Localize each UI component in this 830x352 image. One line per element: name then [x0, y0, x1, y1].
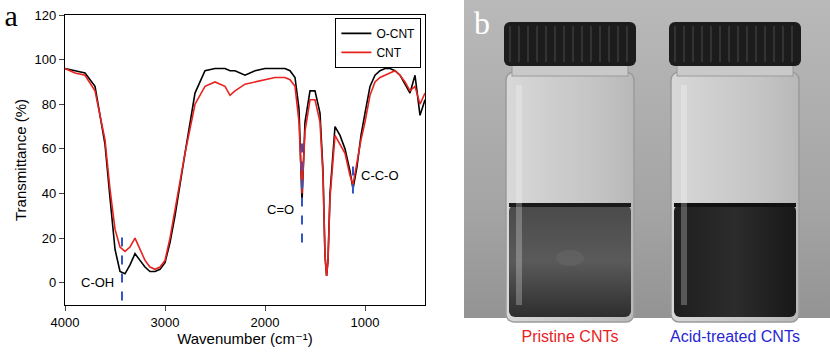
svg-text:C-OH: C-OH	[81, 275, 114, 290]
svg-text:O-CNT: O-CNT	[376, 27, 415, 41]
svg-text:a: a	[5, 0, 18, 32]
svg-text:1000: 1000	[351, 315, 380, 330]
svg-text:80: 80	[42, 97, 56, 112]
svg-text:C=O: C=O	[267, 202, 294, 217]
svg-text:Acid-treated CNTs: Acid-treated CNTs	[670, 328, 800, 345]
svg-text:20: 20	[42, 231, 56, 246]
svg-text:2000: 2000	[251, 315, 280, 330]
svg-text:0: 0	[49, 275, 56, 290]
svg-text:Transmittance (%): Transmittance (%)	[12, 99, 29, 221]
svg-text:b: b	[474, 5, 490, 41]
svg-text:100: 100	[35, 52, 57, 67]
svg-text:Wavenumber (cm⁻¹): Wavenumber (cm⁻¹)	[177, 330, 313, 347]
svg-text:3000: 3000	[151, 315, 180, 330]
svg-text:120: 120	[35, 8, 57, 23]
svg-text:Pristine CNTs: Pristine CNTs	[522, 328, 619, 345]
svg-text:40: 40	[42, 186, 56, 201]
svg-text:CNT: CNT	[376, 46, 401, 60]
svg-text:60: 60	[42, 141, 56, 156]
svg-text:4000: 4000	[51, 315, 80, 330]
svg-text:C-C-O: C-C-O	[361, 168, 399, 183]
